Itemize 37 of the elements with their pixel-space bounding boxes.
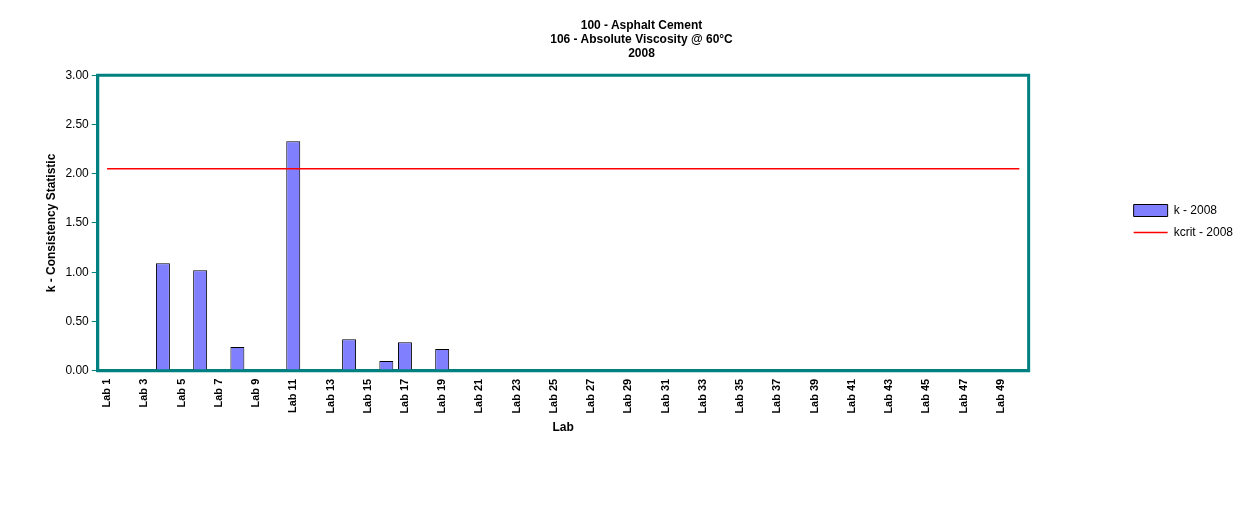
y-tick-label: 0.00 (65, 363, 90, 378)
x-tick-label: Lab 29 (621, 378, 634, 414)
x-tick-label: Lab 19 (435, 378, 448, 414)
x-tick-label: Lab 37 (770, 378, 783, 414)
x-tick-label: Lab 7 (211, 378, 224, 408)
x-tick-label: Lab 39 (807, 378, 820, 414)
y-tick-label: 1.00 (65, 264, 90, 279)
y-tick-label: 1.50 (65, 215, 90, 230)
x-tick-label: Lab 9 (249, 378, 262, 408)
x-tick-label: Lab 23 (509, 378, 522, 414)
x-tick-label: Lab 5 (174, 378, 187, 408)
x-tick-label: Lab 45 (919, 378, 932, 414)
x-tick-label: Lab 31 (658, 378, 671, 414)
x-tick-label: Lab 33 (695, 378, 708, 414)
legend-label: kcrit - 2008 (1173, 224, 1234, 239)
y-tick-label: 2.50 (65, 116, 90, 131)
x-tick-label: Lab 13 (323, 378, 336, 414)
x-tick-label: Lab 47 (956, 378, 969, 414)
y-tick-label: 0.50 (65, 313, 90, 328)
x-tick-label: Lab 11 (286, 378, 299, 413)
x-tick-label: Lab 17 (397, 378, 410, 414)
x-tick-label: Lab 3 (137, 378, 150, 408)
x-axis-title: Lab (552, 420, 574, 435)
x-tick-label: Lab 21 (472, 378, 485, 414)
y-tick-label: 3.00 (65, 67, 90, 82)
x-tick-label: Lab 1 (100, 378, 113, 408)
x-tick-label: Lab 49 (993, 378, 1006, 414)
legend-label: k - 2008 (1173, 202, 1218, 217)
x-tick-label: Lab 35 (733, 378, 746, 414)
chart-title: 100 - Asphalt Cement 106 - Absolute Viscosity @ 60°C 2008 (550, 17, 734, 61)
x-tick-label: Lab 27 (584, 378, 597, 414)
x-tick-label: Lab 25 (546, 378, 559, 414)
y-tick-label: 2.00 (65, 166, 90, 181)
x-tick-label: Lab 15 (360, 378, 373, 414)
x-tick-label: Lab 43 (882, 378, 895, 414)
x-tick-label: Lab 41 (844, 378, 857, 414)
y-axis-title: k - Consistency Statistic (43, 153, 58, 293)
